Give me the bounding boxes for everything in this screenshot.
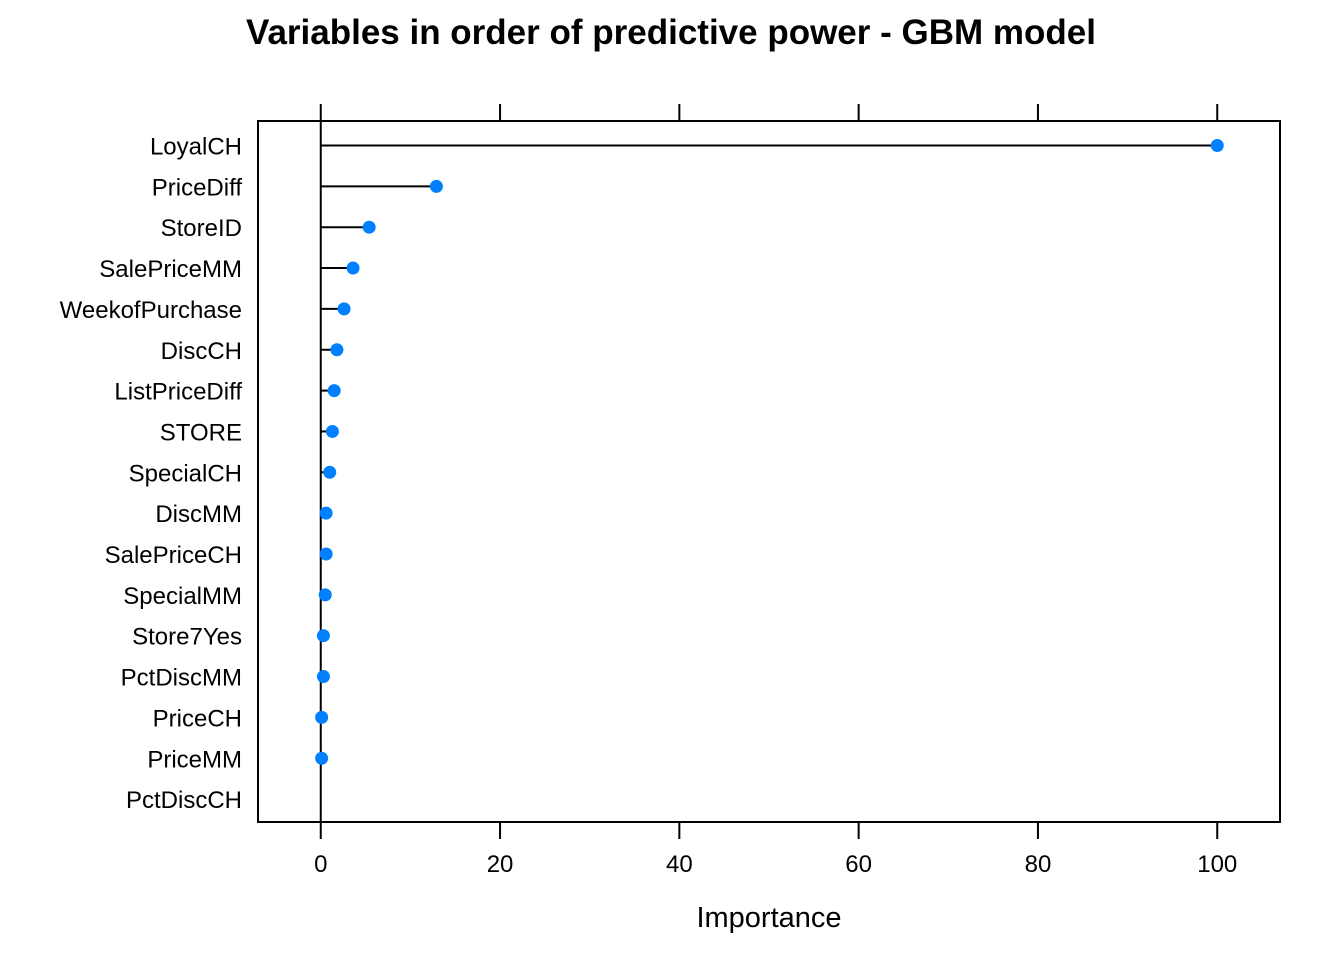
category-labels: LoyalCH PriceDiff StoreID SalePriceMM Weekof… bbox=[60, 134, 243, 815]
importance-point bbox=[319, 547, 333, 561]
x-axis-label: Importance bbox=[696, 902, 841, 934]
x-tick-label: 0 bbox=[314, 851, 327, 878]
category-label: PriceDiff bbox=[152, 174, 243, 201]
importance-point bbox=[327, 384, 341, 398]
importance-point bbox=[315, 751, 329, 765]
importance-point bbox=[325, 424, 339, 438]
category-label: DiscCH bbox=[161, 338, 242, 365]
importance-point bbox=[337, 302, 351, 316]
category-label: SpecialMM bbox=[123, 583, 242, 610]
category-label: STORE bbox=[160, 419, 242, 446]
category-label: StoreID bbox=[161, 215, 242, 242]
x-tick-labels: 0 20 40 60 80 100 bbox=[314, 851, 1237, 878]
category-label: SalePriceCH bbox=[105, 542, 242, 569]
category-label: PriceCH bbox=[153, 705, 242, 732]
x-tick-label: 40 bbox=[666, 851, 693, 878]
importance-point bbox=[330, 343, 344, 357]
x-tick-label: 20 bbox=[487, 851, 514, 878]
importance-stems bbox=[320, 144, 1218, 760]
importance-point bbox=[323, 465, 337, 479]
importance-points bbox=[315, 139, 1224, 765]
importance-point bbox=[316, 629, 330, 643]
category-label: LoyalCH bbox=[150, 134, 242, 161]
importance-point bbox=[318, 588, 332, 602]
importance-point bbox=[362, 220, 376, 234]
chart-title: Variables in order of predictive power -… bbox=[246, 13, 1096, 52]
category-label: PctDiscMM bbox=[121, 665, 242, 692]
category-label: DiscMM bbox=[155, 501, 242, 528]
category-label: PctDiscCH bbox=[126, 787, 242, 814]
bottom-axis-ticks bbox=[319, 822, 1219, 839]
x-tick-label: 80 bbox=[1025, 851, 1052, 878]
category-label: SalePriceMM bbox=[99, 256, 242, 283]
importance-point bbox=[429, 179, 443, 193]
plot-frame bbox=[257, 120, 1281, 823]
importance-point bbox=[319, 506, 333, 520]
category-label: Store7Yes bbox=[132, 624, 242, 651]
category-label: ListPriceDiff bbox=[114, 379, 242, 406]
x-tick-label: 100 bbox=[1197, 851, 1237, 878]
importance-point bbox=[316, 670, 330, 684]
category-label: WeekofPurchase bbox=[60, 297, 242, 324]
category-label: PriceMM bbox=[147, 746, 242, 773]
top-axis-ticks bbox=[319, 104, 1219, 121]
category-label: SpecialCH bbox=[129, 460, 242, 487]
importance-point bbox=[346, 261, 360, 275]
x-tick-label: 60 bbox=[845, 851, 872, 878]
importance-point bbox=[315, 710, 329, 724]
importance-point bbox=[1210, 139, 1224, 152]
